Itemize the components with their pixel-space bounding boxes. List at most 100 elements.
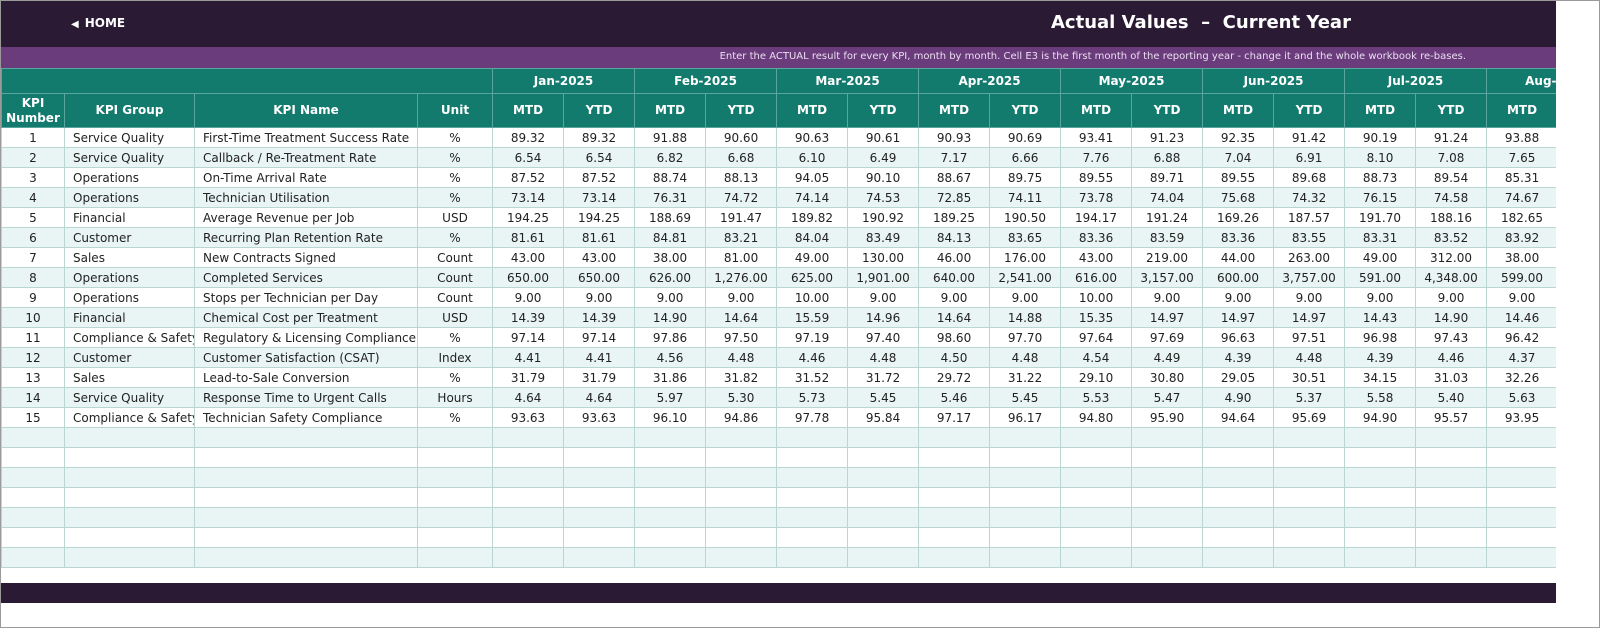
kpi-name: New Contracts Signed: [194, 247, 418, 268]
empty-cell: [1415, 487, 1488, 508]
empty-cell: [417, 527, 493, 548]
empty-cell: [417, 507, 493, 528]
empty-cell: [194, 467, 418, 488]
empty-cell: [64, 527, 195, 548]
header-row: KPI Number KPI Group KPI Name Unit MTD YTD MTD…: [1, 93, 1556, 128]
value-cell: 96.98: [1344, 327, 1417, 348]
kpi-unit: %: [417, 407, 493, 428]
value-cell: 9.00: [1273, 287, 1346, 308]
empty-cell: [989, 487, 1062, 508]
empty-cell: [492, 487, 564, 508]
empty-cell: [1202, 487, 1275, 508]
sub-header: YTD: [705, 93, 778, 128]
empty-cell: [492, 447, 564, 468]
value-cell: 9.00: [918, 287, 991, 308]
empty-cell: [64, 467, 195, 488]
data-row: 13 Sales Lead-to-Sale Conversion% 31.79 31.7…: [1, 367, 1556, 388]
value-cell: 89.55: [1202, 167, 1275, 188]
empty-row: [1, 467, 1556, 488]
kpi-unit: USD: [417, 207, 493, 228]
value-cell: 85.31: [1486, 167, 1556, 188]
value-cell: 14.90: [1415, 307, 1488, 328]
value-cell: 4.46: [1415, 347, 1488, 368]
empty-row: [1, 507, 1556, 528]
empty-cell: [1131, 487, 1204, 508]
value-cell: 97.86: [634, 327, 707, 348]
empty-cell: [776, 507, 849, 528]
value-cell: 15.35: [1060, 307, 1133, 328]
kpi-number: 1: [1, 127, 65, 148]
value-cell: 44.00: [1202, 247, 1275, 268]
value-cell: 96.17: [989, 407, 1062, 428]
empty-cell: [847, 527, 920, 548]
kpi-number: 5: [1, 207, 65, 228]
empty-cell: [847, 427, 920, 448]
empty-cell: [194, 427, 418, 448]
empty-cell: [918, 447, 991, 468]
sub-header: MTD: [1486, 93, 1556, 128]
empty-cell: [64, 427, 195, 448]
value-cell: 97.17: [918, 407, 991, 428]
value-cell: 6.68: [705, 147, 778, 168]
empty-cell: [1273, 447, 1346, 468]
value-cell: 90.93: [918, 127, 991, 148]
kpi-group: Service Quality: [64, 387, 195, 408]
empty-cell: [989, 447, 1062, 468]
value-cell: 9.00: [634, 287, 707, 308]
empty-cell: [776, 547, 849, 568]
value-cell: 10.00: [1060, 287, 1133, 308]
kpi-name: Technician Utilisation: [194, 187, 418, 208]
empty-cell: [1060, 547, 1133, 568]
sub-header: MTD: [918, 93, 991, 128]
value-cell: 31.79: [562, 367, 636, 388]
value-cell: 14.39: [562, 307, 636, 328]
value-cell: 89.32: [562, 127, 636, 148]
empty-cell: [1060, 447, 1133, 468]
kpi-name: Completed Services: [194, 267, 418, 288]
value-cell: 616.00: [1060, 267, 1133, 288]
empty-cell: [1486, 447, 1556, 468]
kpi-name: Regulatory & Licensing Compliance: [194, 327, 418, 348]
kpi-group: Service Quality: [64, 147, 195, 168]
value-cell: 6.82: [634, 147, 707, 168]
empty-cell: [1344, 427, 1417, 448]
value-cell: 4.46: [776, 347, 849, 368]
value-cell: 190.50: [989, 207, 1062, 228]
home-button[interactable]: ◀ HOME: [71, 16, 126, 30]
value-cell: 97.40: [847, 327, 920, 348]
kpi-name: Recurring Plan Retention Rate: [194, 227, 418, 248]
value-cell: 9.00: [562, 287, 636, 308]
value-cell: 89.68: [1273, 167, 1346, 188]
empty-cell: [1202, 427, 1275, 448]
value-cell: 83.59: [1131, 227, 1204, 248]
empty-cell: [1131, 507, 1204, 528]
month-header: May-2025: [1060, 68, 1204, 94]
kpi-unit: %: [417, 227, 493, 248]
value-cell: 190.92: [847, 207, 920, 228]
sub-header: MTD: [492, 93, 564, 128]
table-wrap: Jan-2025 Feb-2025 Mar-2025 Apr-2025 May-2025…: [1, 68, 1556, 568]
value-cell: 88.74: [634, 167, 707, 188]
value-cell: 97.51: [1273, 327, 1346, 348]
value-cell: 83.36: [1060, 227, 1133, 248]
value-cell: 9.00: [1202, 287, 1275, 308]
kpi-number: 9: [1, 287, 65, 308]
empty-cell: [1344, 467, 1417, 488]
sub-header: YTD: [1273, 93, 1346, 128]
empty-cell: [1486, 507, 1556, 528]
empty-cell: [64, 507, 195, 528]
value-cell: 98.60: [918, 327, 991, 348]
home-label[interactable]: HOME: [84, 16, 126, 30]
empty-cell: [1486, 547, 1556, 568]
value-cell: 263.00: [1273, 247, 1346, 268]
column-header: KPI Number: [1, 93, 65, 128]
empty-cell: [417, 447, 493, 468]
empty-cell: [634, 507, 707, 528]
value-cell: 6.10: [776, 147, 849, 168]
value-cell: 74.04: [1131, 187, 1204, 208]
header-row: Jan-2025 Feb-2025 Mar-2025 Apr-2025 May-2025…: [1, 68, 1556, 94]
bottom-bar: [1, 583, 1556, 603]
value-cell: 14.97: [1131, 307, 1204, 328]
value-cell: 4.49: [1131, 347, 1204, 368]
